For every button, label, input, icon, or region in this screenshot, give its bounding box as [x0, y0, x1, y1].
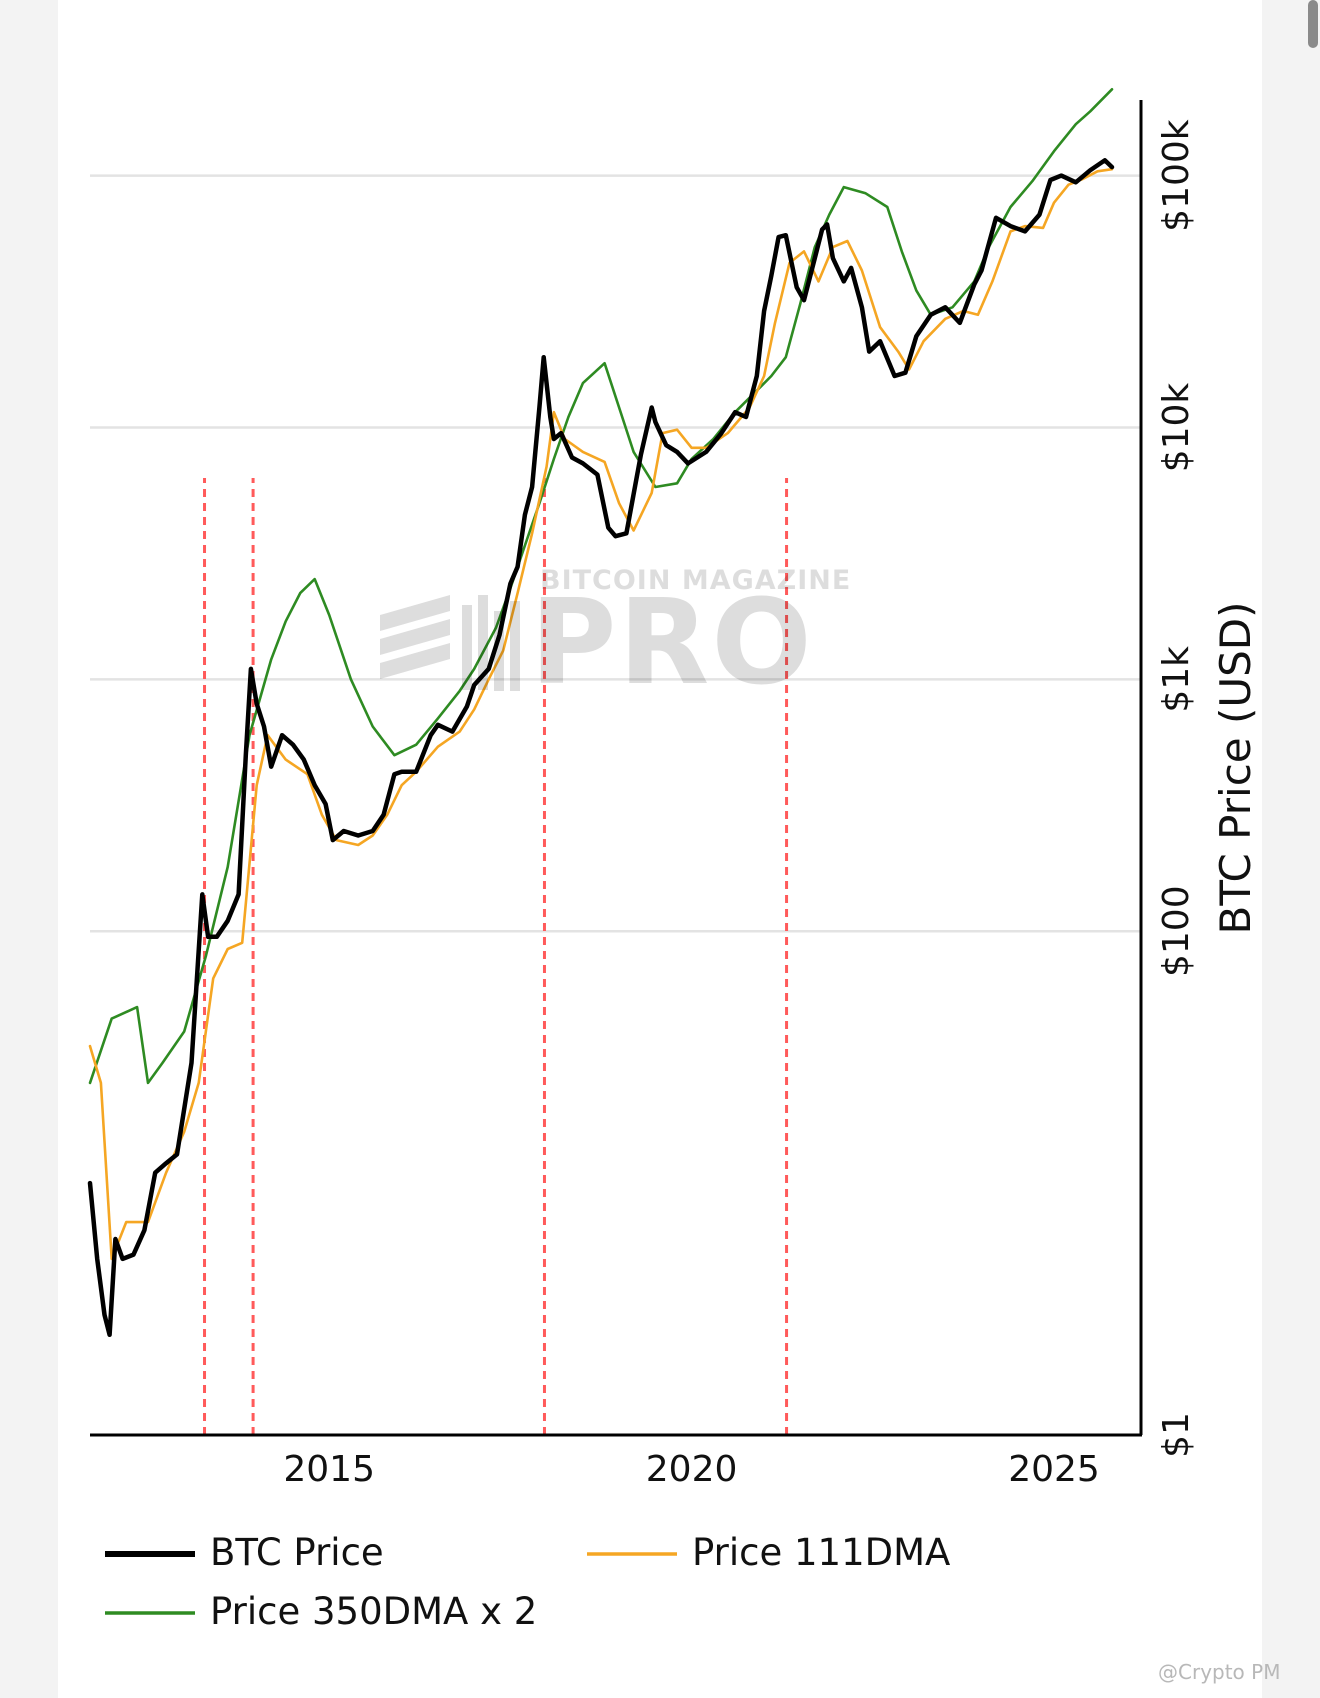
- x-tick-label: 2015: [283, 1449, 375, 1490]
- y-tick-label: $10k: [1156, 383, 1197, 473]
- y-tick-label: $100: [1156, 885, 1197, 977]
- y-tick-label: $1k: [1156, 646, 1197, 713]
- scrollbar-thumb[interactable]: [1308, 0, 1318, 48]
- series-line-price-350dma-x-2: [88, 88, 1114, 1085]
- legend-label-350dma: Price 350DMA x 2: [210, 1590, 538, 1633]
- y-axis-label: BTC Price (USD): [1211, 601, 1260, 934]
- y-tick-label: $100k: [1156, 119, 1197, 232]
- legend-label-btc-price: BTC Price: [210, 1531, 384, 1574]
- series-line-btc-price: [87, 158, 1115, 1338]
- y-tick-label: $1: [1156, 1412, 1197, 1458]
- tick-labels: 2015 2020 2025 $1 $100 $1k $10k $100k: [283, 119, 1197, 1490]
- series-lines: [87, 88, 1115, 1338]
- grid-lines: [90, 174, 1141, 933]
- top-markers: [203, 478, 789, 1435]
- chart-panel: [58, 0, 1262, 1698]
- credit-text: @Crypto PM: [1158, 1660, 1281, 1684]
- axes: [90, 100, 1143, 1437]
- x-tick-label: 2025: [1008, 1449, 1100, 1490]
- series-line-price-111dma: [88, 167, 1114, 1261]
- x-tick-label: 2020: [646, 1449, 738, 1490]
- legend-label-111dma: Price 111DMA: [692, 1531, 951, 1574]
